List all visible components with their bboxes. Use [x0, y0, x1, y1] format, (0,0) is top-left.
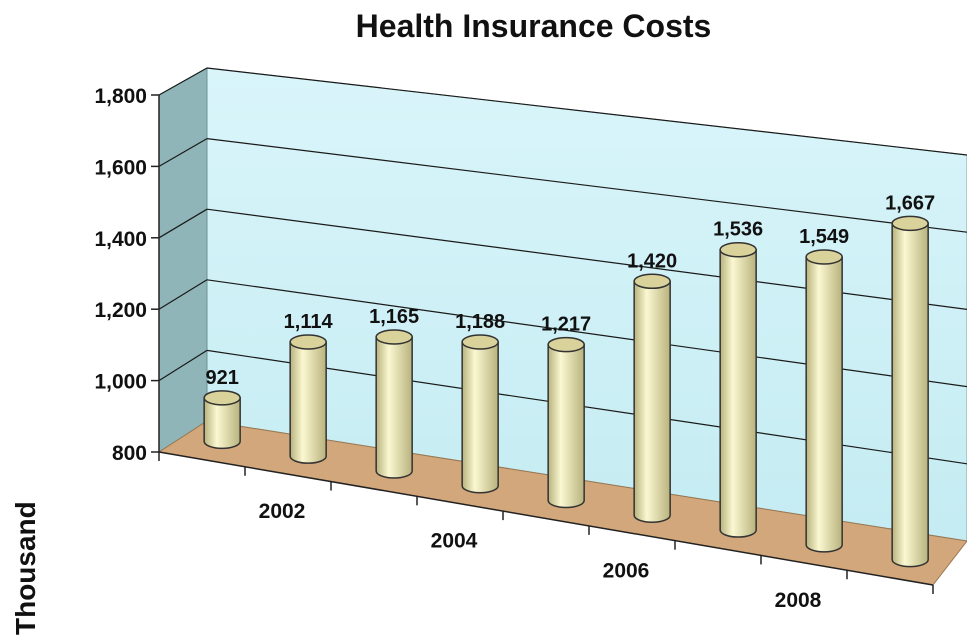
y-tick-label: 800 [112, 442, 147, 465]
gridline [206, 138, 967, 233]
gridline [206, 67, 967, 156]
y-axis: 800 1,000 1,200 1,400 1,600 1,800 [94, 85, 160, 465]
x-tick-label: 2008 [775, 589, 822, 612]
bar [891, 215, 929, 568]
bar-top [891, 215, 929, 232]
y-tick-label: 1,600 [94, 156, 147, 179]
gridline [158, 279, 208, 310]
bar-top [547, 336, 585, 353]
gridline [158, 67, 208, 96]
y-tick-label: 1,800 [94, 85, 147, 108]
bar-body [891, 222, 929, 568]
data-label: 1,165 [369, 306, 419, 328]
x-tick-label: 2002 [259, 500, 306, 523]
bar [805, 249, 843, 553]
bar-top [805, 249, 843, 265]
bars [203, 215, 929, 568]
data-label: 1,667 [885, 192, 935, 214]
data-label: 921 [205, 367, 238, 389]
bar [547, 336, 585, 509]
chart-title: Health Insurance Costs [355, 8, 712, 44]
side-wall [158, 67, 208, 453]
data-label: 1,420 [627, 250, 677, 272]
bar [375, 329, 413, 479]
bar-top [375, 329, 413, 345]
bar-body [289, 341, 327, 464]
data-label: 1,549 [799, 226, 849, 248]
bar-body [461, 341, 499, 494]
y-tick-label: 1,400 [94, 228, 147, 251]
data-label: 1,114 [284, 311, 334, 333]
bar [633, 273, 671, 524]
data-labels: 921 1,114 1,165 1,188 1,217 1,420 1,536 1,549 1,… [205, 192, 935, 388]
bar-top [633, 273, 671, 290]
bar-body [633, 280, 671, 524]
data-label: 1,188 [455, 311, 505, 333]
x-axis-line [158, 451, 934, 586]
bar-top [289, 334, 327, 350]
x-axis: 2002 2004 2006 2008 [158, 451, 934, 612]
bar-body [203, 397, 241, 450]
bar [289, 334, 327, 464]
bar-top [719, 241, 757, 258]
data-label: 1,217 [541, 314, 591, 336]
bar [461, 334, 499, 494]
y-tick-label: 1,000 [94, 371, 147, 394]
bar [203, 390, 241, 450]
bar-body [805, 256, 843, 553]
bar [719, 241, 757, 538]
gridline [158, 349, 208, 382]
chart: Health Insurance Costs Thousand 800 1,000… [10, 8, 967, 635]
bar-body [719, 248, 757, 538]
bar-body [547, 343, 585, 509]
y-tick-label: 1,200 [94, 299, 147, 322]
x-tick-label: 2006 [603, 559, 650, 582]
gridline [158, 208, 208, 239]
gridline [158, 138, 208, 167]
data-label: 1,536 [713, 219, 763, 241]
x-tick-label: 2004 [431, 530, 478, 553]
bar-top [461, 334, 499, 350]
bar-top [203, 390, 241, 406]
bar-body [375, 336, 413, 479]
